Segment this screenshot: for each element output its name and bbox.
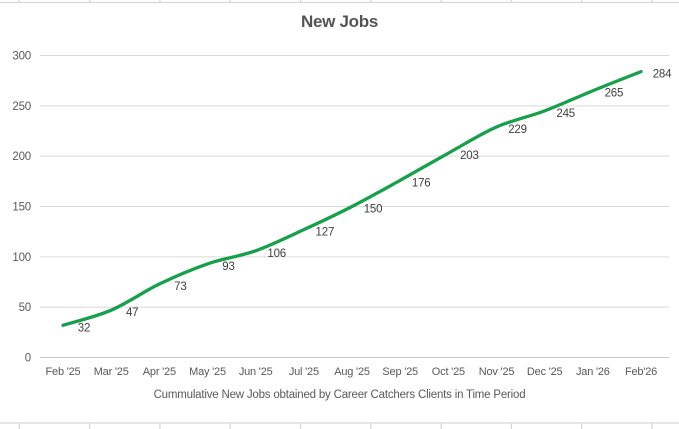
x-tick-label: Dec '25 <box>527 366 563 378</box>
data-label: 245 <box>556 108 575 120</box>
x-tick-label: May '25 <box>189 366 226 378</box>
data-label: 106 <box>267 248 286 260</box>
data-label: 93 <box>222 261 234 273</box>
x-tick-label: Feb '25 <box>46 366 81 378</box>
x-tick-label: Oct '25 <box>432 366 465 378</box>
y-tick-label: 250 <box>12 101 31 113</box>
x-tick-label: Apr '25 <box>143 366 176 378</box>
y-tick-label: 50 <box>19 302 31 314</box>
x-tick-label: Feb'26 <box>625 366 657 378</box>
data-label: 265 <box>605 88 624 100</box>
x-tick-label: Jun '25 <box>239 366 273 378</box>
y-tick-label: 200 <box>12 151 31 163</box>
x-tick-label: Nov '25 <box>479 366 515 378</box>
x-tick-label: Jan '26 <box>576 366 610 378</box>
y-tick-label: 0 <box>25 353 31 365</box>
data-label: 229 <box>508 124 527 136</box>
data-label: 47 <box>126 307 138 319</box>
y-tick-label: 150 <box>12 202 31 214</box>
data-label: 284 <box>653 69 672 81</box>
chart-title: New Jobs <box>301 12 378 31</box>
data-label: 127 <box>316 227 335 239</box>
data-label: 150 <box>364 204 383 216</box>
y-tick-label: 300 <box>12 51 31 63</box>
x-axis-title: Cummulative New Jobs obtained by Career … <box>153 389 526 401</box>
x-tick-label: Sep '25 <box>382 366 418 378</box>
data-label: 176 <box>412 177 431 189</box>
x-tick-label: Jul '25 <box>289 366 319 378</box>
data-label: 203 <box>460 150 479 162</box>
series-line[interactable] <box>61 69 643 327</box>
data-label: 73 <box>174 281 186 293</box>
y-tick-label: 100 <box>12 252 31 264</box>
data-label: 32 <box>78 322 90 334</box>
x-tick-label: Mar '25 <box>94 366 129 378</box>
x-tick-label: Aug '25 <box>334 366 370 378</box>
